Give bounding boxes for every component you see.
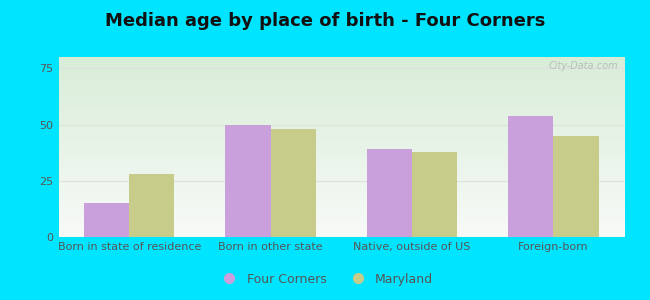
Bar (508, 116, 553, 237)
Bar (226, 124, 270, 237)
Text: Median age by place of birth - Four Corners: Median age by place of birth - Four Corn… (105, 12, 545, 30)
Bar (367, 149, 412, 237)
Bar (553, 136, 599, 237)
Bar (270, 129, 316, 237)
Bar (412, 152, 457, 237)
Bar (84, 203, 129, 237)
Text: City-Data.com: City-Data.com (549, 61, 618, 70)
Bar (129, 174, 174, 237)
Legend: Four Corners, Maryland: Four Corners, Maryland (212, 268, 438, 291)
